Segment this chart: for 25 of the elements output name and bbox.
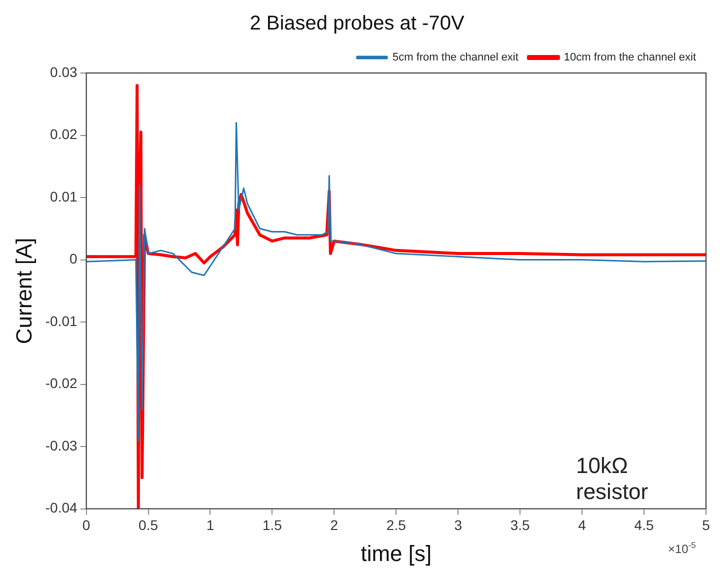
x-tick-label: 0.5 [138,517,158,534]
x-tick-label: 2.5 [386,517,406,534]
annotation: 10kΩ resistor [576,452,648,504]
y-tick-label: -0.01 [45,312,78,329]
y-tick-label: 0.03 [50,64,78,80]
y-tick-label: -0.03 [45,437,78,454]
y-tick-label: 0.01 [50,188,78,204]
x-axis-title: time [s] [360,540,432,566]
x-tick-label: 3 [454,517,462,534]
y-axis-title: Current [A] [11,238,36,344]
y-tick-label: -0.04 [45,500,78,516]
y-tick-label: 0 [70,250,78,267]
x-tick-label: 4 [578,517,586,534]
x-tick-label: 5 [702,517,710,534]
legend-label: 5cm from the channel exit [392,52,518,64]
x-tick-label: 1 [206,517,214,534]
x-tick-label: 4.5 [634,517,654,534]
x-tick-label: 2 [330,517,338,534]
y-tick-label: -0.02 [45,375,78,392]
y-tick-label: 0.02 [50,126,78,142]
legend-label: 10cm from the channel exit [564,52,696,64]
x-tick-label: 1.5 [262,517,282,534]
chart-title: 2 Biased probes at -70V [250,12,465,35]
x-tick-label: 3.5 [510,517,530,534]
x-tick-label: 0 [82,517,90,534]
